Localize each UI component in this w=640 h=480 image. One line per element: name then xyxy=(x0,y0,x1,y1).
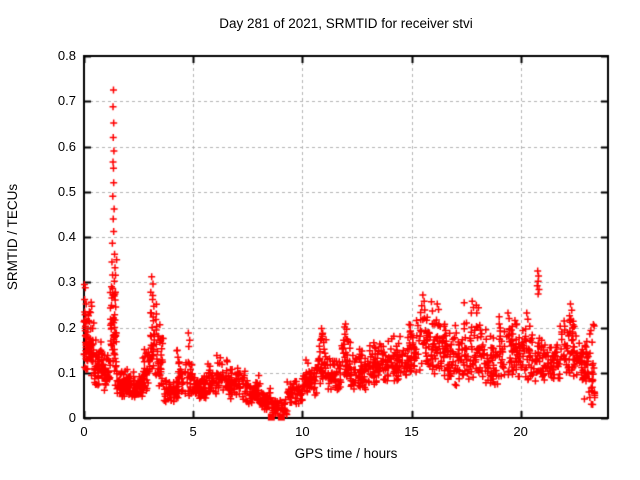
x-tick-label: 0 xyxy=(80,424,88,439)
x-axis-label: GPS time / hours xyxy=(294,446,398,461)
y-tick-label: 0.1 xyxy=(57,364,76,380)
x-tick-label: 5 xyxy=(189,424,197,439)
y-tick-label: 0.4 xyxy=(57,229,76,244)
y-axis-label: SRMTID / TECUs xyxy=(5,183,20,291)
x-tick-label: 15 xyxy=(404,424,419,439)
y-tick-label: 0.2 xyxy=(57,319,76,335)
chart-title: Day 281 of 2021, SRMTID for receiver stv… xyxy=(219,16,473,31)
y-tick-label: 0.7 xyxy=(57,93,76,109)
x-tick-label: 20 xyxy=(513,424,528,439)
y-tick-label: 0.3 xyxy=(57,274,76,290)
y-tick-label: 0.8 xyxy=(57,48,76,63)
y-tick-label: 0 xyxy=(68,410,76,425)
y-tick-label: 0.5 xyxy=(57,183,76,199)
y-tick-label: 0.6 xyxy=(57,138,76,154)
x-tick-label: 10 xyxy=(295,424,310,439)
